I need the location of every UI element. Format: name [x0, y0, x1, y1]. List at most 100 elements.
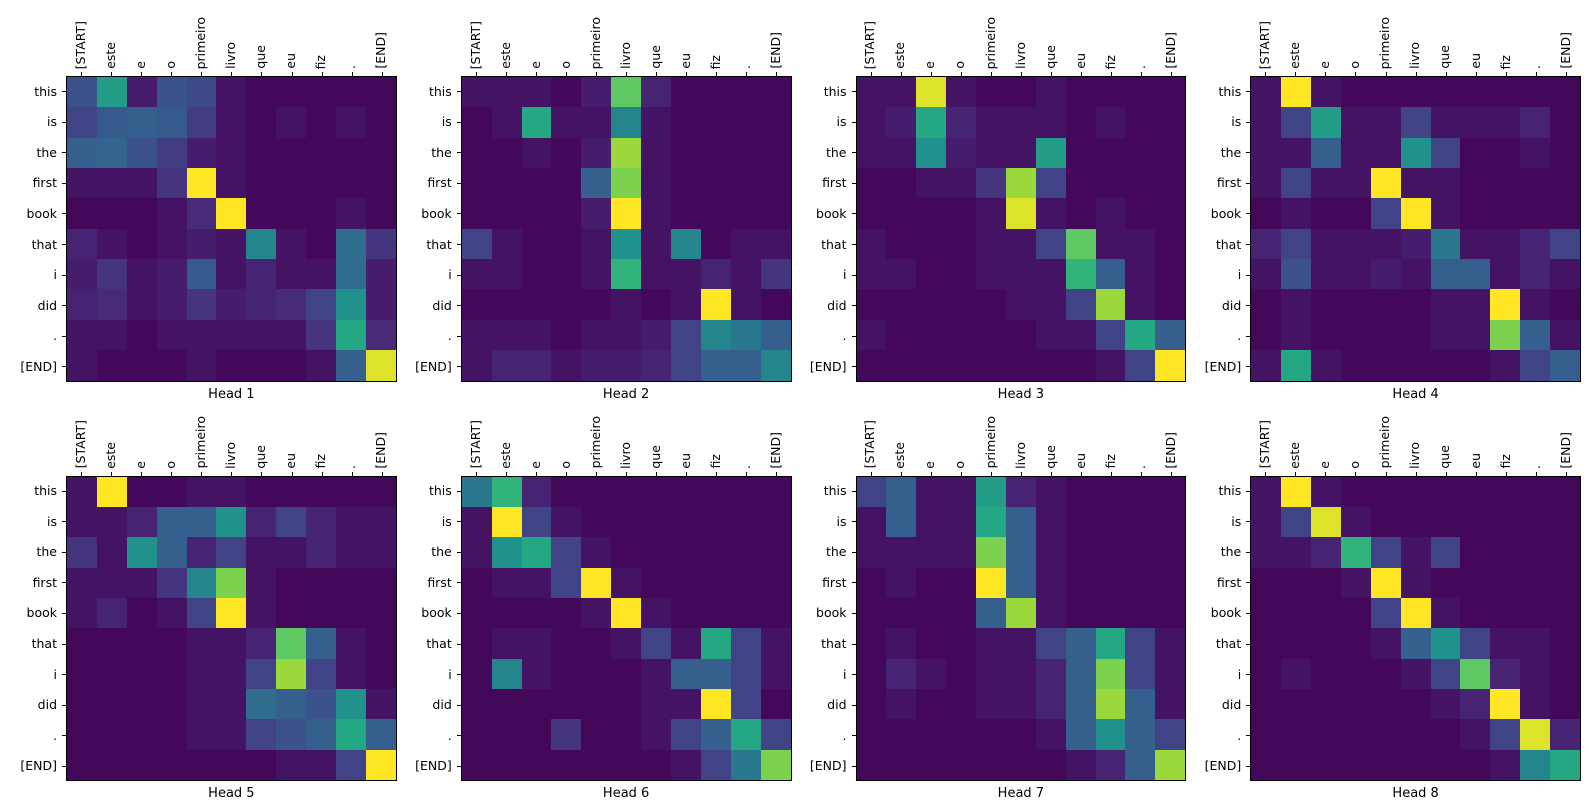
x-tick-label: primeiro	[587, 16, 603, 69]
heatmap-cell	[1550, 597, 1580, 629]
x-axis-tick-labels: [START] este e o primeiro livro que eu fiz. [END]	[856, 6, 1187, 76]
heatmap-cell	[856, 289, 887, 320]
x-tick-label: o	[162, 460, 178, 469]
x-tick-7: eu	[1461, 406, 1491, 476]
heatmap-cell	[856, 476, 887, 507]
y-tick-4: book	[403, 198, 461, 229]
heatmap-cell	[126, 228, 157, 260]
heatmap-cell	[886, 567, 917, 598]
heatmap-cell	[365, 476, 396, 507]
heatmap-cell	[96, 658, 127, 689]
heatmap-cell	[521, 168, 552, 199]
heatmap-cell	[156, 77, 187, 108]
heatmap-cell	[976, 506, 1006, 538]
y-axis-tick-labels: this is the first book that i did. [END]	[8, 76, 66, 382]
heatmap-cell	[216, 719, 247, 750]
heatmap-cell	[1065, 289, 1096, 320]
heatmap-cell	[1460, 168, 1491, 199]
heatmap-cell	[670, 749, 701, 780]
heatmap-cell	[1520, 289, 1551, 320]
heatmap-cell	[581, 77, 612, 108]
heatmap-cell	[946, 319, 977, 351]
x-tick-label: que	[1042, 444, 1058, 469]
heatmap-cell	[96, 688, 127, 720]
heatmap-cell	[916, 259, 947, 290]
x-tick-label: fiz	[313, 54, 329, 69]
x-tick-label: livro	[1012, 441, 1028, 469]
heatmap-cell	[1035, 77, 1066, 108]
heatmap-cell	[551, 537, 582, 568]
heatmap-cell	[1340, 506, 1371, 538]
heatmap-cell	[1430, 719, 1461, 750]
heatmap-cell	[1400, 628, 1431, 659]
y-tick-4: book	[798, 598, 856, 629]
heatmap-cell	[551, 597, 582, 629]
x-tick-8: fiz	[1096, 406, 1126, 476]
heatmap-cell	[461, 476, 492, 507]
heatmap-cell	[1065, 688, 1096, 720]
heatmap-cell	[1251, 506, 1282, 538]
heatmap-cell	[1370, 107, 1401, 138]
heatmap-cell	[581, 476, 612, 507]
heatmap-cell	[916, 597, 947, 629]
x-tick-label: .	[1132, 65, 1148, 69]
x-tick-label: .	[343, 464, 359, 469]
x-tick-label: eu	[283, 53, 299, 69]
heatmap-cell	[856, 107, 887, 138]
heatmap-cell	[521, 259, 552, 290]
heatmap-cell	[1095, 77, 1126, 108]
heatmap-cell	[611, 77, 642, 108]
x-tick-6: que	[1036, 6, 1066, 76]
heatmap-cell	[976, 597, 1006, 629]
heatmap-cell	[1430, 658, 1461, 689]
y-tick-5: that	[1192, 229, 1251, 260]
heatmap-cell	[67, 350, 97, 381]
y-tick-7: did	[8, 290, 66, 321]
heatmap-cell	[1155, 168, 1186, 199]
heatmap-cell	[1155, 476, 1186, 507]
heatmap-cell	[1005, 259, 1036, 290]
heatmap-cell	[1520, 198, 1551, 229]
head-panel-7: [START] este e o primeiro livro que eu fiz. [END]…	[798, 406, 1187, 804]
heatmap-cell	[856, 597, 887, 629]
heatmap-cell	[365, 749, 396, 780]
x-tick-2: e	[521, 6, 551, 76]
heatmap-cell	[1340, 658, 1371, 689]
x-tick-label: e	[1317, 61, 1333, 69]
heatmap-cell	[1005, 198, 1036, 229]
heatmap-cell	[1065, 228, 1096, 260]
heatmap-cell	[1065, 537, 1096, 568]
heatmap-cell	[916, 289, 947, 320]
heatmap-cell	[1095, 350, 1126, 381]
heatmap-cell	[1490, 198, 1521, 229]
y-tick-7: did	[8, 689, 66, 720]
heatmap-cell	[946, 289, 977, 320]
heatmap-cell	[1340, 350, 1371, 381]
heatmap-cell	[365, 137, 396, 169]
heatmap-cell	[1125, 77, 1156, 108]
heatmap-cell	[521, 319, 552, 351]
x-tick-0: [START]	[461, 406, 491, 476]
heatmap-cell	[1125, 476, 1156, 507]
heatmap-cell	[1005, 107, 1036, 138]
heatmap-cell	[1460, 688, 1491, 720]
x-tick-0: [START]	[856, 6, 886, 76]
heatmap-cell	[1370, 168, 1401, 199]
heatmap-cell	[856, 506, 887, 538]
heatmap-cell	[760, 198, 791, 229]
heatmap-cell	[1125, 749, 1156, 780]
x-tick-label: fiz	[313, 454, 329, 469]
heatmap-cell	[1520, 567, 1551, 598]
x-tick-label: [START]	[1257, 420, 1273, 469]
x-tick-label: [START]	[862, 420, 878, 469]
heatmap-cell	[126, 749, 157, 780]
heatmap-cell	[276, 289, 307, 320]
heatmap-cell	[1550, 198, 1580, 229]
heatmap-cell	[1095, 168, 1126, 199]
heatmap-cell	[1460, 749, 1491, 780]
heatmap-cell	[1460, 137, 1491, 169]
heatmap-cell	[1125, 719, 1156, 750]
heatmap-cell	[730, 168, 761, 199]
heatmap-cell	[67, 476, 97, 507]
